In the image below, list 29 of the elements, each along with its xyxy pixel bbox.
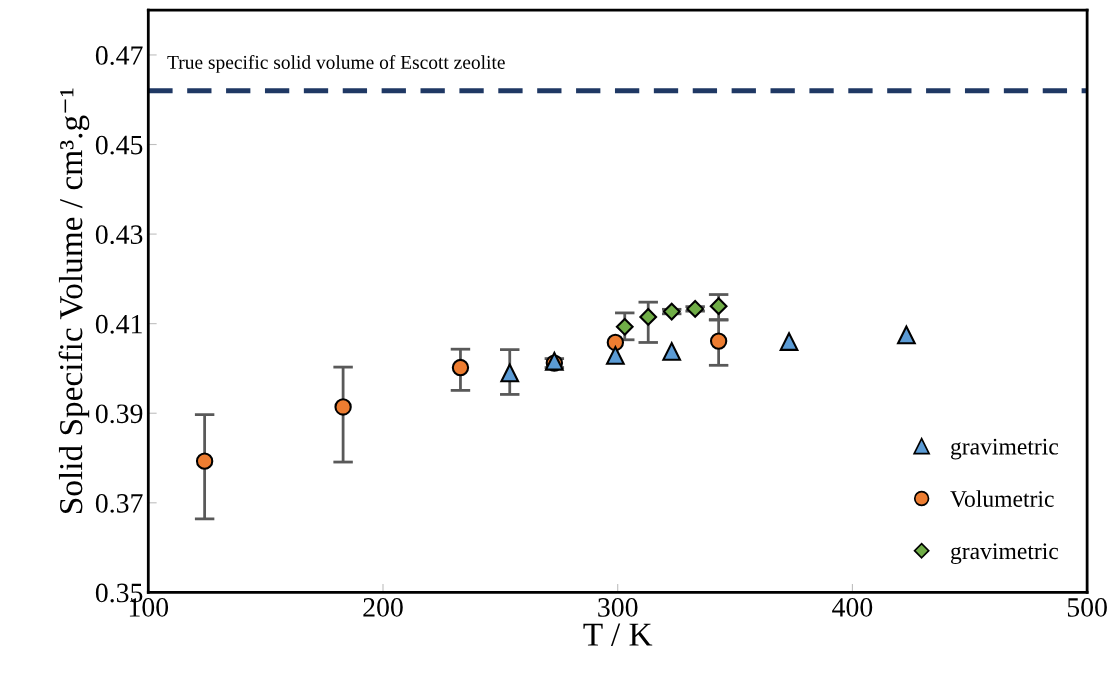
point xyxy=(500,363,520,383)
point xyxy=(709,297,728,316)
point xyxy=(779,332,799,351)
point xyxy=(451,358,470,377)
y-tick-label: 0.45 xyxy=(95,135,143,155)
y-tick-label: 0.43 xyxy=(95,225,143,245)
point xyxy=(639,308,658,326)
point xyxy=(606,333,625,352)
x-tick-label: 300 xyxy=(598,598,638,617)
y-tick-label: 0.39 xyxy=(95,404,143,424)
point xyxy=(195,452,214,470)
point xyxy=(605,346,625,365)
y-tick-label: 0.37 xyxy=(95,493,143,513)
y-axis-title: Solid Specific Volume / cm³.g⁻¹ xyxy=(58,88,90,514)
y-tick-label: 0.41 xyxy=(95,314,142,334)
x-axis-title: T / K xyxy=(583,623,653,646)
x-tick-label: 400 xyxy=(832,598,873,617)
point xyxy=(615,317,634,336)
point xyxy=(897,325,916,345)
point xyxy=(662,342,682,361)
point xyxy=(709,332,728,350)
point xyxy=(334,398,352,416)
x-tick-label: 500 xyxy=(1067,598,1107,617)
y-tick-label: 0.47 xyxy=(95,46,143,65)
legend-label: gravimetric xyxy=(950,543,1059,565)
x-tick-label: 200 xyxy=(363,598,403,617)
ref-line-label: True specific solid volume of Escott zeolite xyxy=(167,55,505,73)
legend-label: Volumetric xyxy=(950,490,1054,508)
legend-label: gravimetric xyxy=(950,438,1059,460)
